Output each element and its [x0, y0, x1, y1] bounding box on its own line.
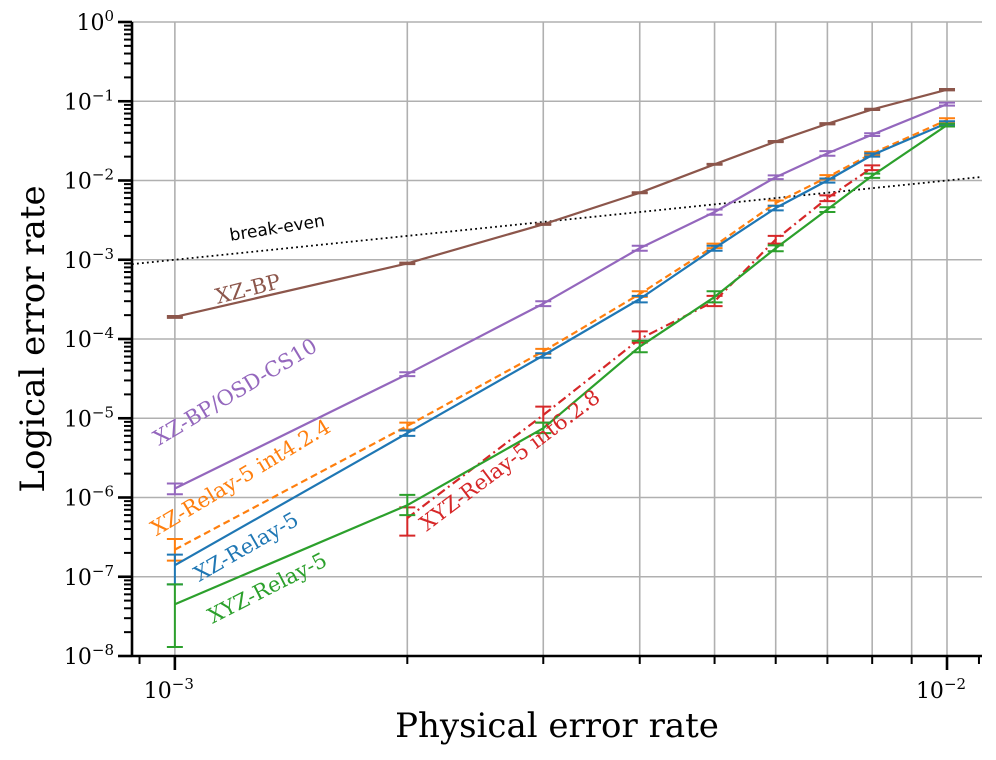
y-tick-label: 10−1	[64, 86, 114, 115]
y-tick-label: 10−7	[64, 562, 114, 591]
y-axis-label: Logical error rate	[13, 185, 53, 492]
x-tick-label: 10−2	[916, 675, 966, 704]
y-tick-label: 10−8	[64, 641, 114, 670]
x-tick-label: 10−3	[144, 675, 194, 704]
x-axis-label: Physical error rate	[395, 706, 719, 746]
series-xz-relay-5	[166, 120, 956, 586]
y-tick-label: 100	[76, 7, 114, 36]
series-xz-bp-osd-cs10	[166, 101, 956, 496]
y-tick-label: 10−2	[64, 166, 114, 195]
ticks: 10−8 10−7 10−6 10−5 10−4 10−3 10−2 10−1 100 10−3 1…	[64, 7, 980, 704]
y-tick-label: 10−6	[64, 483, 114, 512]
series-xz-bp	[166, 87, 956, 319]
y-tick-label: 10−5	[64, 403, 114, 432]
series-xyz-relay-5	[166, 122, 956, 648]
y-tick-label: 10−4	[64, 324, 114, 353]
y-tick-label: 10−3	[64, 245, 114, 274]
series-group	[166, 87, 956, 648]
